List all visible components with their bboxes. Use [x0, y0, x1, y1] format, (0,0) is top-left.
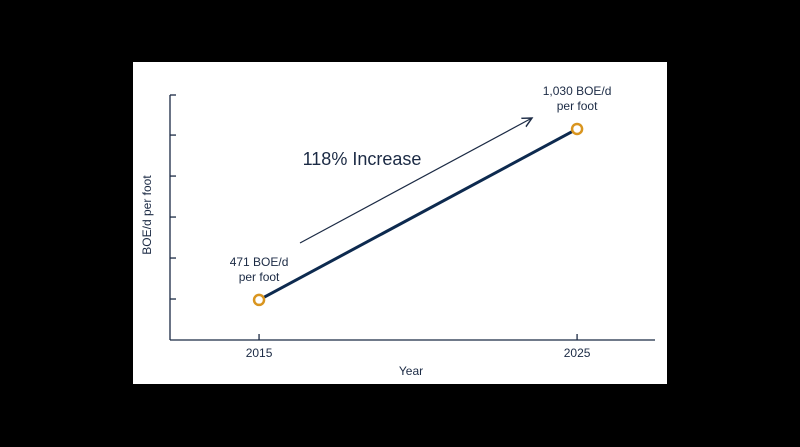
data-line	[258, 127, 578, 302]
x-tick-label: 2015	[246, 346, 273, 360]
data-label: 471 BOE/d per foot	[230, 255, 289, 284]
x-tick-label: 2025	[564, 346, 591, 360]
data-point	[252, 293, 266, 307]
data-point	[570, 122, 584, 136]
data-label-line: per foot	[239, 270, 280, 284]
y-axis-label: BOE/d per foot	[140, 175, 154, 255]
data-label-line: 1,030 BOE/d	[543, 84, 612, 98]
annotation: 118% Increase	[303, 149, 422, 169]
data-label-line: per foot	[557, 99, 598, 113]
data-label-line: 471 BOE/d	[230, 255, 289, 269]
data-label: 1,030 BOE/d per foot	[543, 84, 612, 113]
x-axis-label: Year	[399, 364, 423, 378]
annotation-arrow	[299, 118, 532, 244]
